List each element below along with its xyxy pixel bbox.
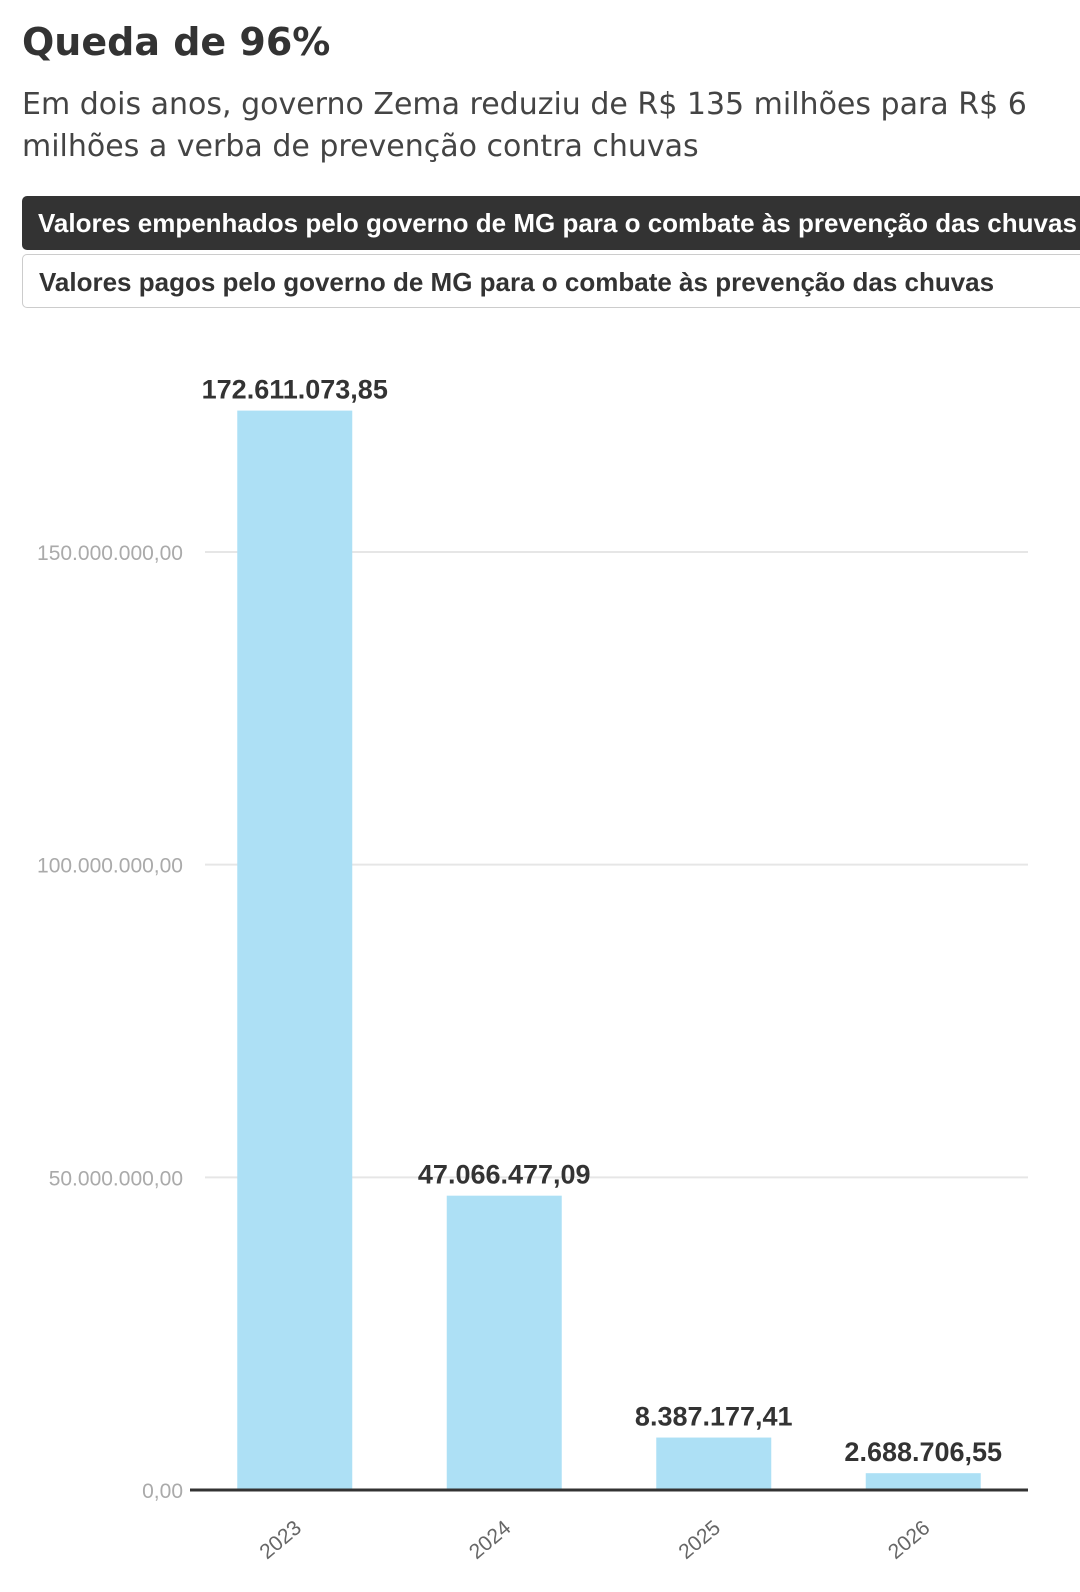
y-tick-label: 50.000.000,00 <box>49 1167 183 1190</box>
y-tick-label: 100.000.000,00 <box>37 855 183 878</box>
x-tick-label: 2026 <box>884 1516 935 1564</box>
toggle-empenhados[interactable]: Valores empenhados pelo governo de MG pa… <box>22 196 1080 250</box>
value-label: 2.688.706,55 <box>844 1437 1002 1467</box>
value-label: 172.611.073,85 <box>202 375 388 405</box>
x-tick-label: 2024 <box>465 1516 516 1564</box>
y-tick-label: 0,00 <box>142 1480 183 1503</box>
chart-subtitle: Em dois anos, governo Zema reduziu de R$… <box>22 87 1027 164</box>
bar-2024 <box>446 1195 562 1490</box>
x-tick-label: 2025 <box>674 1516 725 1564</box>
bar-2023 <box>237 410 353 1490</box>
bar-2025 <box>656 1437 772 1490</box>
toggle-pagos[interactable]: Valores pagos pelo governo de MG para o … <box>22 254 1080 308</box>
value-label: 47.066.477,09 <box>418 1160 591 1190</box>
value-label: 8.387.177,41 <box>635 1402 793 1432</box>
x-tick-label: 2023 <box>255 1516 306 1564</box>
y-tick-label: 150.000.000,00 <box>37 542 183 565</box>
chart-title: Queda de 96% <box>22 20 331 64</box>
bar-2026 <box>865 1473 981 1490</box>
